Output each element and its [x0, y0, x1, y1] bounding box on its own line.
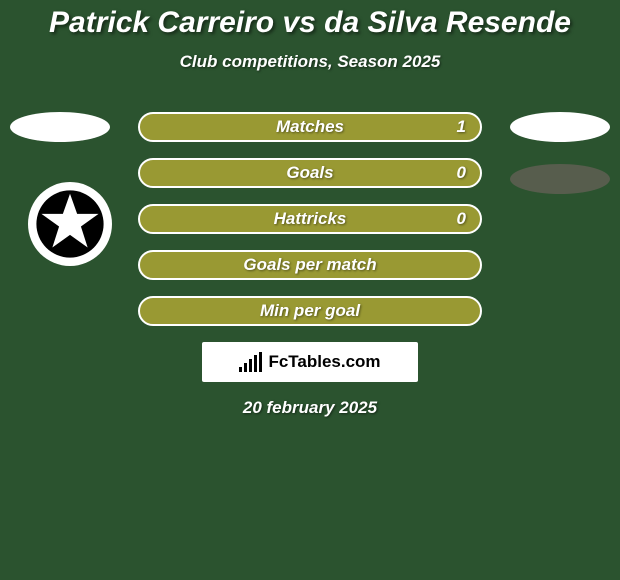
stat-value-right: 0 [457, 163, 466, 183]
stat-value-right: 0 [457, 209, 466, 229]
page-title: Patrick Carreiro vs da Silva Resende [0, 0, 620, 40]
stat-value-right: 1 [457, 117, 466, 137]
stat-label: Matches [276, 117, 344, 137]
stat-label: Min per goal [260, 301, 360, 321]
subtitle: Club competitions, Season 2025 [0, 52, 620, 72]
stats-area: Matches 1 Goals 0 Hattricks 0 Goals per match M… [0, 112, 620, 418]
stat-row: Min per goal [138, 296, 482, 326]
stat-row: Goals per match [138, 250, 482, 280]
team-oval-right-top [510, 112, 610, 142]
stat-row: Goals 0 [138, 158, 482, 188]
logo-bars-icon [239, 352, 262, 372]
logo-text: FcTables.com [268, 352, 380, 372]
stat-label: Goals per match [243, 255, 376, 275]
stat-rows: Matches 1 Goals 0 Hattricks 0 Goals per match M… [138, 112, 482, 326]
fctables-logo: FcTables.com [202, 342, 418, 382]
stat-row: Matches 1 [138, 112, 482, 142]
stat-label: Goals [286, 163, 333, 183]
team-oval-left [10, 112, 110, 142]
date-text: 20 february 2025 [0, 398, 620, 418]
stat-label: Hattricks [274, 209, 347, 229]
club-badge-icon [28, 182, 112, 266]
stat-row: Hattricks 0 [138, 204, 482, 234]
team-oval-right-bottom [510, 164, 610, 194]
page: Patrick Carreiro vs da Silva Resende Clu… [0, 0, 620, 580]
logo-inner: FcTables.com [239, 352, 380, 372]
